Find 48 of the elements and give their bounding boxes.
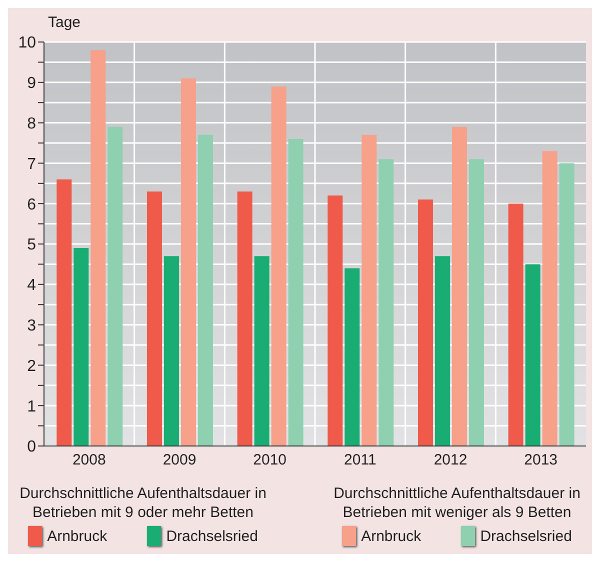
bar — [180, 78, 196, 446]
y-tick-label: 10 — [18, 34, 36, 52]
x-tick-label: 2013 — [524, 452, 558, 469]
bar — [525, 264, 540, 446]
bar — [468, 159, 484, 446]
bar — [56, 179, 72, 446]
bar — [164, 256, 179, 446]
bar — [198, 134, 213, 446]
x-tick-label: 2010 — [253, 452, 287, 469]
bar — [328, 196, 343, 446]
x-tick-label: 2008 — [72, 452, 106, 469]
y-tick-label: 3 — [27, 317, 36, 334]
bar — [271, 86, 286, 446]
y-tick-label: 7 — [27, 156, 36, 173]
legend-label: Arnbruck — [360, 526, 422, 546]
bar — [434, 256, 450, 446]
text: Durchschnittliche Aufenthaltsdauer in Betrieben mit weniger als 9 Betten — [332, 484, 582, 522]
bar — [288, 138, 304, 446]
legend-label: Drachselsried — [165, 526, 258, 546]
y-tick-label: 9 — [27, 75, 36, 92]
bar — [344, 268, 360, 446]
y-tick-label: 1 — [27, 398, 36, 416]
bar — [108, 126, 123, 446]
x-tick-label: 2012 — [434, 452, 468, 469]
y-tick-label: 5 — [27, 236, 36, 254]
y-tick-label: 0 — [27, 438, 36, 456]
bar — [74, 248, 89, 446]
legend-label: Drachselsried — [479, 526, 572, 546]
x-tick-label: 2009 — [162, 452, 196, 469]
y-tick-label: 2 — [27, 358, 36, 375]
bar — [90, 50, 106, 446]
y-tick-label: 4 — [27, 277, 36, 294]
bar — [559, 163, 574, 446]
x-tick-label: 2011 — [344, 452, 376, 469]
bar — [362, 134, 377, 446]
bar — [146, 191, 162, 446]
bar — [452, 126, 467, 446]
legend-label: Arnbruck — [46, 526, 108, 546]
bar — [378, 159, 394, 446]
bar — [542, 151, 558, 446]
text: Durchschnittliche Aufenthaltsdauer in Betrieben mit 9 oder mehr Betten — [18, 484, 268, 522]
y-tick-label: 6 — [27, 196, 36, 214]
bar — [418, 200, 433, 446]
bar — [508, 204, 524, 446]
bar — [237, 191, 252, 446]
bar — [254, 256, 270, 446]
y-tick-label: 8 — [27, 115, 36, 132]
y-axis-title: Tage — [48, 14, 81, 31]
